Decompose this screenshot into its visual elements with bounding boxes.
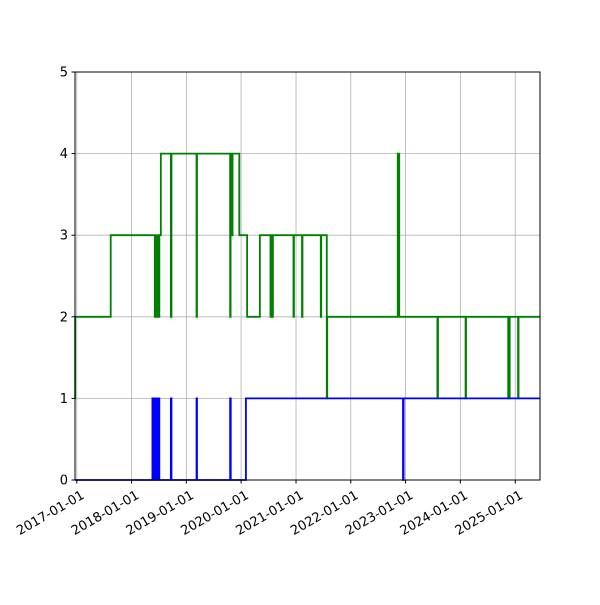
plot-frame (74, 71, 541, 481)
y-tick-label: 2 (60, 310, 68, 325)
y-tick-label: 4 (60, 147, 68, 162)
series-line-1 (75, 397, 540, 481)
series-layer (74, 152, 540, 481)
grid (75, 71, 540, 481)
y-tick-label: 0 (60, 474, 68, 489)
series-line-0 (74, 152, 540, 400)
y-tick-label: 3 (60, 229, 68, 244)
y-tick-label: 5 (60, 66, 68, 81)
y-tick-label: 1 (60, 392, 68, 407)
y-axis: 0 1 2 3 4 5 (60, 66, 75, 489)
